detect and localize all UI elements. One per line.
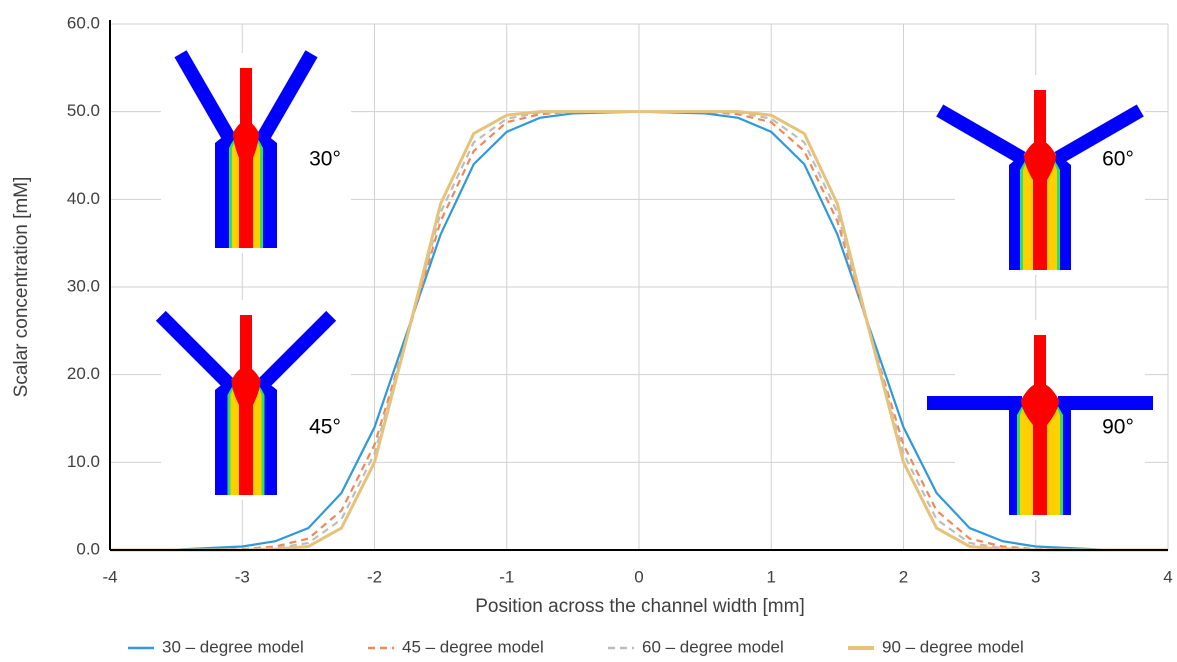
series-line bbox=[110, 110, 1168, 552]
annotation: 60° bbox=[1102, 148, 1134, 171]
y-tick-label: 10.0 bbox=[67, 452, 100, 471]
annotation: 90° bbox=[1102, 416, 1134, 439]
x-tick-label: 1 bbox=[767, 567, 776, 586]
insets bbox=[155, 50, 1153, 520]
y-tick-label: 50.0 bbox=[67, 101, 100, 120]
y-tick-label: 40.0 bbox=[67, 189, 100, 208]
y-axis-label: Scalar concentration [mM] bbox=[11, 177, 32, 398]
annotation: 30° bbox=[309, 148, 341, 171]
legend-label: 30 – degree model bbox=[162, 637, 304, 656]
x-axis-label: Position across the channel width [mm] bbox=[475, 596, 805, 617]
annotation: 45° bbox=[309, 416, 341, 439]
inlet-arm bbox=[174, 50, 235, 140]
x-tick-label: 2 bbox=[899, 567, 908, 586]
x-tick-label: 3 bbox=[1031, 567, 1040, 586]
center-stream bbox=[1021, 383, 1059, 515]
y-tick-label: 30.0 bbox=[67, 276, 100, 295]
legend-label: 45 – degree model bbox=[402, 637, 544, 656]
inlet-arm bbox=[257, 50, 318, 140]
inlet-arm bbox=[155, 310, 233, 388]
legend-label: 60 – degree model bbox=[642, 637, 784, 656]
center-stream bbox=[233, 121, 259, 248]
x-tick-label: -4 bbox=[102, 567, 117, 586]
center-stream bbox=[231, 366, 261, 495]
inlet-arm bbox=[936, 104, 1026, 165]
center-stream bbox=[1024, 140, 1056, 270]
center-inlet bbox=[1034, 335, 1046, 395]
x-tick-label: -1 bbox=[499, 567, 514, 586]
x-tick-label: -2 bbox=[367, 567, 382, 586]
inlet-arm bbox=[259, 310, 337, 388]
center-inlet bbox=[240, 315, 252, 375]
y-tick-label: 20.0 bbox=[67, 364, 100, 383]
y-tick-label: 0.0 bbox=[76, 539, 100, 558]
y-tick-label: 60.0 bbox=[67, 13, 100, 32]
center-inlet bbox=[240, 68, 252, 128]
legend-label: 90 – degree model bbox=[882, 637, 1024, 656]
inlet-arm bbox=[1054, 104, 1144, 165]
x-tick-label: -3 bbox=[235, 567, 250, 586]
center-inlet bbox=[1034, 90, 1046, 150]
x-tick-label: 4 bbox=[1163, 567, 1172, 586]
x-tick-label: 0 bbox=[634, 567, 643, 586]
